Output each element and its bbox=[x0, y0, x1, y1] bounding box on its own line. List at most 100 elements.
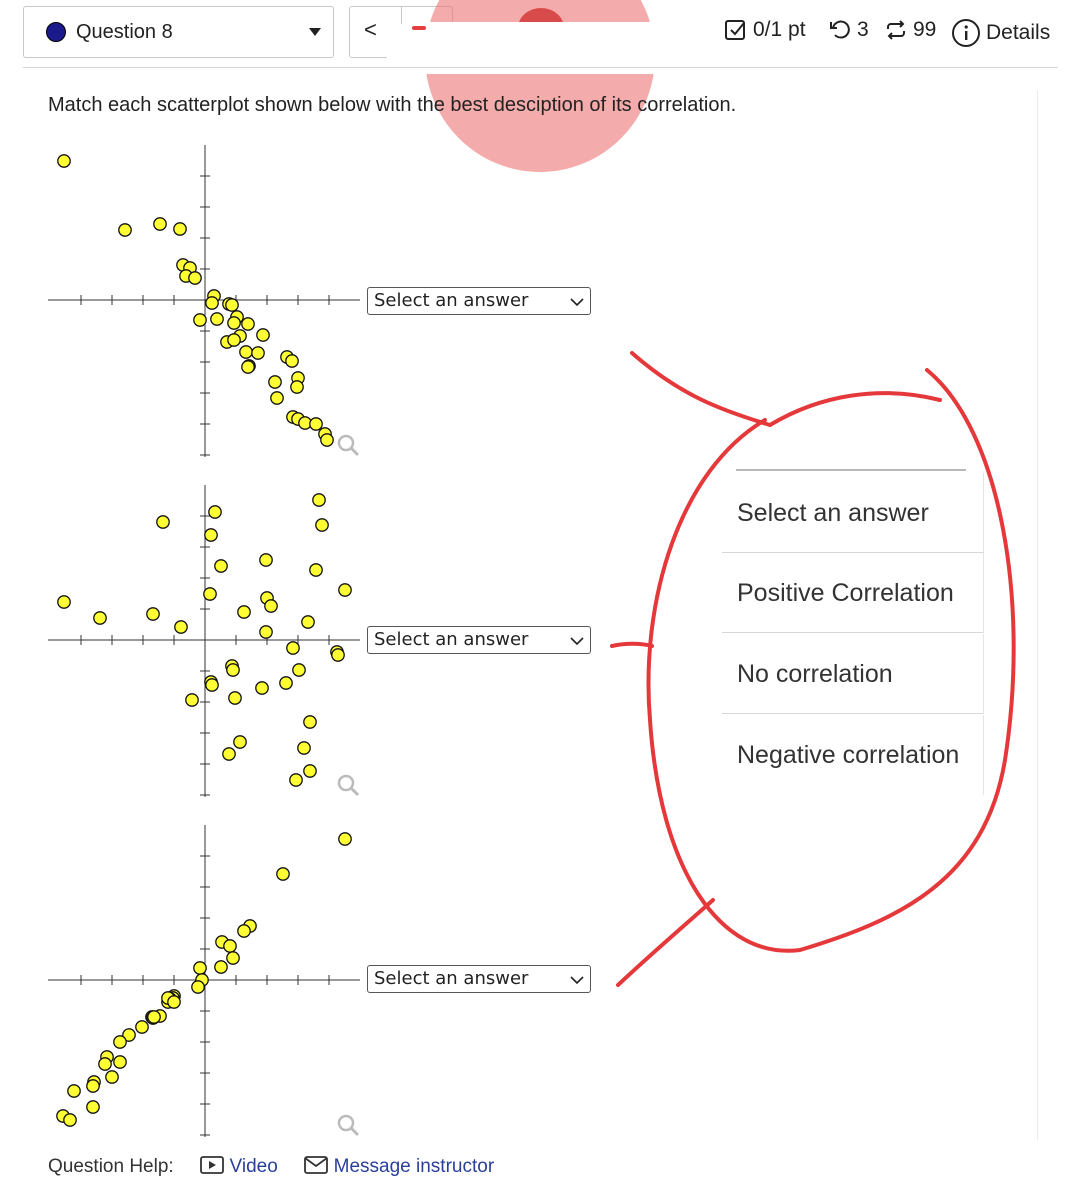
data-point bbox=[208, 505, 222, 519]
data-point bbox=[105, 1070, 119, 1084]
data-point bbox=[237, 605, 251, 619]
retry-indicator: 3 bbox=[828, 18, 869, 42]
data-point bbox=[118, 223, 132, 237]
magnify-icon bbox=[337, 774, 360, 797]
mail-icon bbox=[304, 1156, 329, 1174]
data-point bbox=[173, 222, 187, 236]
data-point bbox=[191, 980, 205, 994]
question-prompt: Match each scatterplot shown below with … bbox=[48, 94, 737, 116]
scatterplot-positive bbox=[48, 825, 360, 1137]
redaction-mark bbox=[412, 26, 426, 30]
answer-select-2[interactable]: Select an answer bbox=[367, 626, 591, 654]
data-point bbox=[93, 611, 107, 625]
data-point bbox=[237, 924, 251, 938]
data-point bbox=[259, 625, 273, 639]
retries-count: 3 bbox=[857, 18, 869, 41]
data-point bbox=[264, 599, 278, 613]
answer-select-3[interactable]: Select an answer bbox=[367, 965, 591, 993]
chevron-down-icon bbox=[570, 628, 584, 646]
data-point bbox=[223, 939, 237, 953]
data-point bbox=[241, 360, 255, 374]
data-point bbox=[233, 735, 247, 749]
data-point bbox=[227, 316, 241, 330]
answer-select-1[interactable]: Select an answer bbox=[367, 287, 591, 315]
data-point bbox=[188, 271, 202, 285]
data-point bbox=[297, 741, 311, 755]
data-point bbox=[63, 1113, 77, 1127]
video-icon bbox=[200, 1156, 225, 1174]
dropdown-option-select[interactable]: Select an answer bbox=[722, 473, 984, 553]
message-instructor-link[interactable]: Message instructor bbox=[333, 1156, 495, 1177]
top-bar: Question 8 < 0/1 pt 3 99 bbox=[0, 0, 1080, 172]
attempts-count: 99 bbox=[913, 18, 937, 41]
question-label: Question 8 bbox=[76, 20, 173, 43]
data-point bbox=[256, 328, 270, 342]
data-point bbox=[222, 747, 236, 761]
chevron-down-icon bbox=[570, 289, 584, 307]
scatterplot-1 bbox=[40, 140, 370, 465]
data-point bbox=[86, 1100, 100, 1114]
data-point bbox=[226, 663, 240, 677]
data-point bbox=[193, 961, 207, 975]
data-point bbox=[255, 681, 269, 695]
data-point bbox=[113, 1055, 127, 1069]
data-point bbox=[135, 1020, 149, 1034]
details-button[interactable]: Details bbox=[951, 18, 1050, 48]
data-point bbox=[276, 867, 290, 881]
data-point bbox=[86, 1079, 100, 1093]
dropdown-option-none[interactable]: No correlation bbox=[722, 634, 984, 714]
data-point bbox=[268, 375, 282, 389]
scatterplot-negative bbox=[48, 145, 360, 457]
data-point bbox=[315, 518, 329, 532]
question-help: Question Help: Video Message instructor bbox=[48, 1156, 494, 1178]
answer-select-2-value: Select an answer bbox=[374, 629, 529, 650]
data-point bbox=[214, 960, 228, 974]
data-point bbox=[147, 1010, 161, 1024]
data-point bbox=[289, 773, 303, 787]
info-icon bbox=[952, 19, 980, 47]
data-point bbox=[156, 515, 170, 529]
data-point bbox=[241, 317, 255, 331]
magnify-icon bbox=[337, 1114, 360, 1137]
score-indicator: 0/1 pt bbox=[724, 18, 806, 42]
data-point bbox=[227, 333, 241, 347]
chevron-down-icon bbox=[570, 967, 584, 985]
data-point bbox=[214, 559, 228, 573]
data-point bbox=[270, 391, 284, 405]
data-point bbox=[57, 154, 71, 168]
data-point bbox=[225, 298, 239, 312]
data-point bbox=[205, 678, 219, 692]
data-point bbox=[185, 693, 199, 707]
data-point bbox=[285, 354, 299, 368]
question-selector[interactable]: Question 8 bbox=[23, 6, 334, 58]
prev-question-button[interactable]: < bbox=[364, 17, 377, 42]
data-point bbox=[193, 313, 207, 327]
attempts-indicator: 99 bbox=[884, 18, 936, 42]
data-point bbox=[122, 1028, 136, 1042]
content-border bbox=[1037, 90, 1038, 1140]
dropdown-option-negative[interactable]: Negative correlation bbox=[722, 715, 984, 795]
data-point bbox=[153, 217, 167, 231]
question-help-label: Question Help: bbox=[48, 1156, 174, 1177]
data-point bbox=[320, 433, 334, 447]
scatterplot-3 bbox=[40, 820, 370, 1145]
data-point bbox=[226, 951, 240, 965]
data-point bbox=[338, 832, 352, 846]
undo-icon bbox=[830, 20, 850, 39]
data-point bbox=[239, 345, 253, 359]
data-point bbox=[338, 583, 352, 597]
data-point bbox=[57, 595, 71, 609]
video-link[interactable]: Video bbox=[229, 1156, 278, 1177]
data-point bbox=[228, 691, 242, 705]
caret-down-icon bbox=[309, 28, 321, 36]
data-point bbox=[113, 1035, 127, 1049]
data-point bbox=[331, 648, 345, 662]
data-point bbox=[303, 764, 317, 778]
scatterplot-2 bbox=[40, 480, 370, 805]
data-point bbox=[286, 641, 300, 655]
data-point bbox=[303, 715, 317, 729]
data-point bbox=[279, 676, 293, 690]
dropdown-option-positive[interactable]: Positive Correlation bbox=[722, 553, 984, 633]
data-point bbox=[67, 1084, 81, 1098]
data-point bbox=[146, 607, 160, 621]
